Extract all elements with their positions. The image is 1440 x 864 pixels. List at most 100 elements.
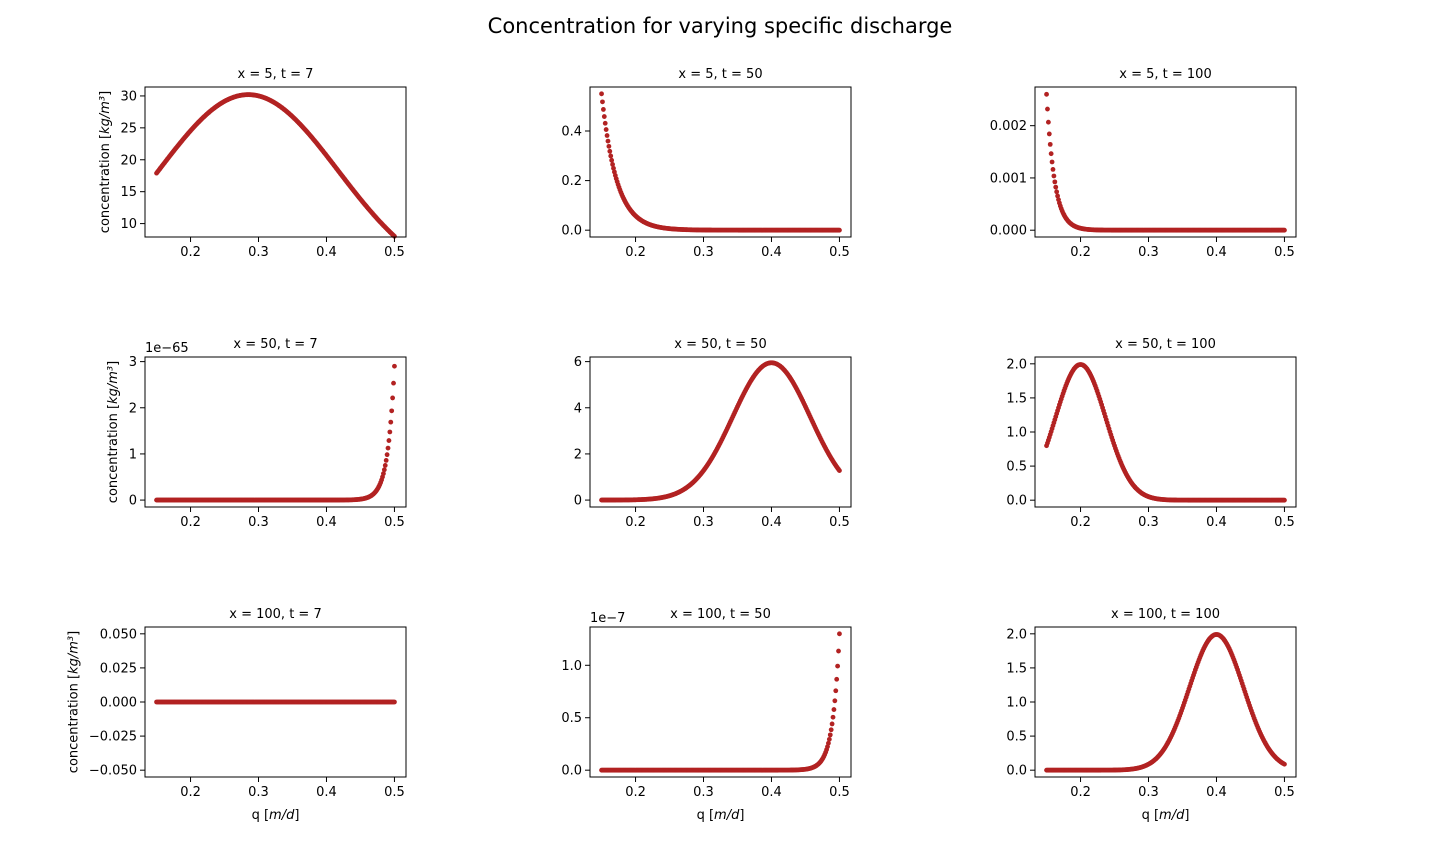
scatter-series	[1044, 362, 1287, 503]
y-tick-label: 0.002	[990, 119, 1027, 134]
data-point	[605, 138, 611, 144]
y-tick-label: 1	[129, 447, 137, 462]
x-axis-label: q [m/d]	[697, 808, 745, 823]
subplot-1: x = 5, t = 7 0.2 0.3 0.4 0.5 10 15 20 25 30 concen…	[98, 67, 407, 260]
data-point	[381, 471, 386, 477]
data-point	[1047, 141, 1053, 147]
data-point	[392, 363, 397, 369]
data-point	[1045, 119, 1051, 125]
y-tick-label: 2	[129, 401, 137, 416]
data-point	[389, 408, 395, 414]
data-point	[392, 699, 397, 705]
y-tick-label: 20	[120, 153, 137, 168]
x-axis-label: q [m/d]	[1142, 808, 1190, 823]
y-tick-label: 0.000	[990, 224, 1027, 239]
data-point	[1048, 151, 1054, 157]
data-point	[601, 114, 607, 119]
x-tick-label: 0.4	[761, 785, 782, 800]
y-tick-label: 1.5	[1006, 661, 1027, 676]
subplot-9: x = 100, t = 100 0.2 0.3 0.4 0.5 0.0 0.5 1.0 1.5…	[1006, 607, 1297, 823]
subplot-5: x = 50, t = 50 0.2 0.3 0.4 0.5 0 2 4 6	[574, 337, 852, 530]
subplot-3: x = 5, t = 100 0.2 0.3 0.4 0.5 0.000 0.001 0.00…	[990, 67, 1297, 260]
data-point	[1054, 189, 1060, 195]
data-point	[602, 120, 608, 126]
y-tick-label: 1.0	[1006, 426, 1027, 441]
data-point	[391, 380, 396, 386]
x-tick-label: 0.3	[1138, 245, 1159, 260]
x-tick-label: 0.4	[761, 245, 782, 260]
x-tick-label: 0.2	[180, 515, 201, 530]
data-point	[599, 91, 604, 97]
x-tick-label: 0.5	[829, 515, 850, 530]
y-tick-label: 1.0	[561, 659, 582, 674]
data-point	[826, 740, 831, 746]
axes-frame	[144, 86, 407, 238]
data-point	[1051, 173, 1057, 179]
subplot-title: x = 5, t = 50	[678, 67, 762, 82]
subplot-title: x = 50, t = 50	[674, 337, 766, 352]
y-tick-label: 0.0	[1006, 494, 1027, 509]
data-point	[832, 698, 838, 704]
data-point	[837, 227, 842, 233]
y-tick-label: 0.4	[561, 125, 582, 140]
data-point	[827, 732, 833, 738]
data-point	[1044, 91, 1049, 97]
x-tick-label: 0.4	[316, 785, 337, 800]
x-tick-label: 0.3	[693, 785, 714, 800]
y-tick-label: 0.2	[561, 174, 582, 189]
data-point	[831, 707, 837, 712]
data-point	[829, 721, 835, 727]
data-point	[834, 676, 840, 682]
y-tick-label: 6	[574, 355, 582, 370]
x-tick-label: 0.2	[625, 515, 646, 530]
x-tick-label: 0.2	[1070, 245, 1091, 260]
y-axis-label: concentration [kg/m³]	[98, 91, 113, 233]
data-point	[603, 127, 609, 132]
x-tick-label: 0.5	[829, 785, 850, 800]
x-axis-label: q [m/d]	[252, 808, 300, 823]
y-tick-label: 0.025	[100, 661, 137, 676]
x-tick-label: 0.3	[248, 245, 269, 260]
data-point	[606, 143, 612, 149]
subplot-title: x = 100, t = 7	[229, 607, 321, 622]
data-point	[386, 438, 392, 443]
data-point	[1045, 106, 1050, 112]
figure-suptitle: Concentration for varying specific disch…	[488, 14, 953, 38]
subplots-grid: x = 5, t = 70.2 0.3 0.4 0.51015202530concen…	[67, 67, 1297, 823]
x-tick-label: 0.4	[1206, 245, 1227, 260]
x-tick-label: 0.5	[1274, 785, 1295, 800]
y-axis-label: concentration [kg/m³]	[106, 361, 121, 503]
data-point	[607, 148, 613, 154]
data-point	[381, 467, 387, 473]
x-tick-label: 0.4	[316, 515, 337, 530]
x-tick-label: 0.2	[1070, 785, 1091, 800]
x-tick-label: 0.4	[1206, 785, 1227, 800]
y-tick-label: 2	[574, 447, 582, 462]
axes-frame	[589, 356, 852, 508]
axes-frame	[144, 356, 407, 508]
data-point	[600, 107, 606, 112]
x-tick-label: 0.3	[693, 515, 714, 530]
x-tick-label: 0.3	[1138, 785, 1159, 800]
subplot-title: x = 5, t = 100	[1119, 67, 1211, 82]
x-tick-label: 0.4	[761, 515, 782, 530]
scatter-series	[154, 92, 397, 239]
data-point	[1050, 166, 1056, 172]
data-point	[609, 157, 615, 163]
data-point	[837, 631, 842, 637]
subplot-7: x = 100, t = 7 0.2 0.3 0.4 0.5 −0.050 −0.025 0.…	[67, 607, 407, 823]
scatter-series	[599, 360, 842, 503]
y-tick-label: 30	[120, 89, 137, 104]
x-tick-label: 0.2	[625, 245, 646, 260]
y-tick-label: 0	[129, 494, 137, 509]
y-tick-label: 0.000	[100, 696, 137, 711]
y-tick-label: 1.5	[1006, 391, 1027, 406]
y-offset-text: 1e−65	[145, 341, 189, 356]
axes-frame	[589, 86, 852, 238]
y-tick-label: 2.0	[1006, 627, 1027, 642]
data-point	[384, 452, 390, 458]
x-tick-label: 0.2	[180, 245, 201, 260]
x-tick-label: 0.3	[693, 245, 714, 260]
data-point	[835, 663, 841, 669]
